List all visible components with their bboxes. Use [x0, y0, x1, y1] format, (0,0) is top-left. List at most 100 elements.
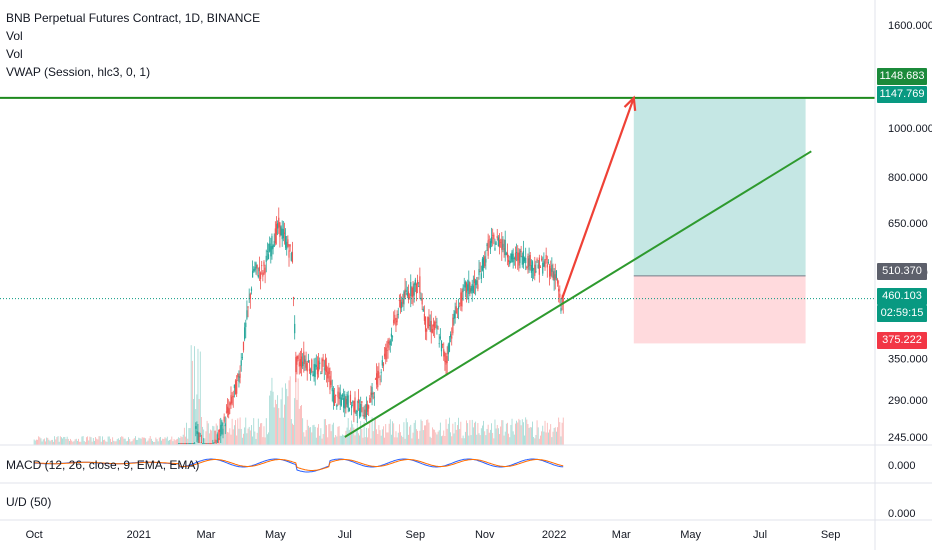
volume-bar — [51, 439, 53, 445]
candle-body — [551, 264, 553, 272]
candle-body — [256, 264, 258, 269]
volume-bar — [488, 432, 490, 445]
candle-body — [205, 443, 207, 444]
volume-bar — [39, 437, 41, 445]
price-tick-label: 350.000 — [888, 354, 928, 366]
volume-bar — [70, 438, 71, 445]
volume-bar — [165, 438, 167, 445]
volume-bar — [554, 427, 556, 445]
candle-body — [225, 411, 228, 413]
candle-body — [242, 341, 245, 351]
volume-bar — [128, 437, 129, 445]
volume-bar — [321, 438, 323, 445]
candle-body — [214, 439, 216, 443]
volume-bar — [329, 423, 331, 445]
volume-bar — [310, 427, 312, 445]
volume-bar — [320, 428, 322, 445]
candle-body — [414, 279, 416, 286]
volume-bar — [485, 435, 487, 445]
time-tick-label: May — [680, 529, 701, 541]
candle-body — [539, 267, 542, 268]
candle-body — [261, 265, 263, 266]
volume-bar — [166, 436, 168, 445]
volume-bar — [385, 424, 387, 445]
volume-bar — [501, 420, 503, 445]
volume-bar — [259, 426, 260, 445]
volume-bar — [58, 441, 60, 445]
volume-bar — [484, 431, 486, 445]
volume-bar — [394, 437, 396, 445]
volume-bar — [104, 439, 106, 445]
volume-bar — [510, 424, 512, 445]
candle-body — [196, 431, 198, 435]
volume-bar — [231, 418, 233, 445]
volume-bar — [187, 438, 189, 445]
drawing-lines[interactable] — [0, 95, 875, 438]
volume-bar — [293, 424, 294, 445]
volume-bar — [277, 395, 279, 445]
trend-line — [344, 150, 812, 438]
candle-body — [478, 268, 480, 276]
volume-bar — [140, 438, 142, 445]
volume-bar — [241, 437, 243, 445]
candle-body — [366, 404, 369, 412]
volume-bar — [227, 432, 228, 445]
time-tick-label: 2022 — [542, 529, 566, 541]
volume-bar — [327, 437, 329, 445]
candle-body — [254, 267, 256, 271]
volume-bar — [103, 440, 104, 445]
candle-body — [316, 366, 319, 375]
volume-bar — [477, 422, 479, 445]
candle-body — [464, 281, 466, 288]
candle-body — [209, 443, 212, 444]
volume-bar — [266, 434, 268, 445]
candle-body — [335, 394, 337, 396]
volume-bar — [228, 432, 230, 445]
volume-bar — [372, 431, 374, 445]
price-tick-label: 290.000 — [888, 395, 928, 407]
volume-bar — [478, 433, 480, 445]
candle-body — [546, 264, 548, 268]
candle-body — [266, 251, 268, 252]
volume-bar — [421, 420, 423, 445]
volume-bar — [311, 432, 313, 445]
time-tick-label: Sep — [821, 529, 841, 541]
candle-body — [428, 317, 430, 326]
candle-body — [554, 274, 556, 280]
volume-bar — [386, 432, 388, 445]
volume-bar — [508, 433, 510, 445]
volume-bar — [342, 434, 343, 445]
volume-bar — [233, 425, 235, 445]
volume-bar — [425, 425, 426, 445]
time-tick-label: Nov — [475, 529, 495, 541]
volume-bar — [107, 436, 109, 445]
volume-bar — [515, 423, 516, 445]
candle-body — [541, 258, 543, 260]
volume-bar — [398, 424, 400, 445]
candle-body — [244, 327, 246, 340]
volume-bar — [33, 439, 35, 445]
volume-bar — [279, 417, 281, 445]
candle-body — [355, 411, 357, 415]
volume-bar — [447, 423, 449, 445]
candle-body — [308, 369, 311, 371]
volume-bar — [108, 436, 110, 445]
candle-body — [445, 360, 447, 365]
volume-bar — [252, 436, 254, 445]
price-badge-last: 460.103 — [877, 288, 927, 305]
candle-body — [410, 282, 412, 297]
candle-body — [321, 358, 323, 372]
candle-body — [300, 356, 303, 368]
volume-bar — [393, 423, 395, 445]
volume-bar — [331, 424, 333, 445]
candle-body — [504, 240, 506, 256]
volume-bar — [188, 428, 190, 445]
volume-bar — [295, 378, 297, 445]
volume-bar — [179, 438, 181, 445]
volume-bar — [337, 426, 339, 445]
candle-body — [277, 223, 279, 229]
volume-bar — [169, 440, 170, 445]
volume-bar — [111, 441, 112, 445]
